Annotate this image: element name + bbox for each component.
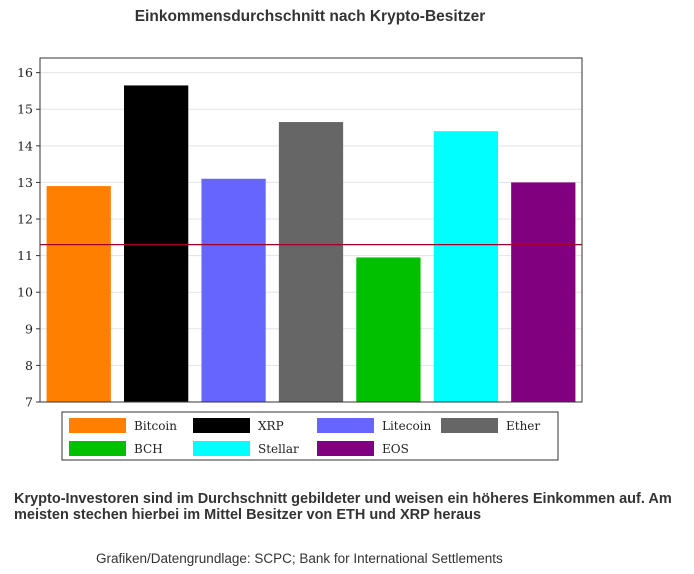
bar-eos: [511, 182, 576, 402]
legend-swatch-stellar: [193, 441, 250, 456]
data-source: Grafiken/Datengrundlage: SCPC; Bank for …: [96, 551, 503, 566]
bar-chart: 7 8 9 10 11 12 13 14 15 16 Bitcoin XRP Litecoin Ether…: [17, 57, 583, 461]
y-tick-label: 14: [17, 138, 33, 153]
y-tick-label: 13: [17, 175, 33, 190]
y-tick-label: 15: [17, 102, 33, 117]
legend-label-ether: Ether: [506, 419, 540, 433]
bar-bitcoin: [46, 186, 111, 402]
bar-stellar: [433, 131, 498, 402]
y-tick-label: 10: [17, 285, 33, 300]
bar-ether: [278, 122, 344, 403]
legend-label-bch: BCH: [134, 442, 163, 456]
legend-label-eos: EOS: [382, 442, 409, 456]
bar-bch: [356, 257, 421, 402]
y-tick-label: 11: [17, 248, 33, 263]
y-tick-label: 7: [25, 395, 33, 410]
legend-label-litecoin: Litecoin: [382, 419, 432, 433]
legend-swatch-bch: [69, 441, 126, 456]
legend-label-stellar: Stellar: [258, 442, 299, 456]
legend-swatch-xrp: [193, 418, 250, 433]
legend-swatch-litecoin: [317, 418, 374, 433]
legend-label-xrp: XRP: [258, 419, 284, 433]
bar-litecoin: [201, 178, 266, 402]
legend-swatch-ether: [441, 418, 498, 433]
y-tick-label: 16: [17, 65, 33, 80]
legend-swatch-bitcoin: [69, 418, 126, 433]
y-tick-label: 12: [17, 212, 33, 227]
legend-label-bitcoin: Bitcoin: [134, 419, 177, 433]
chart-title: Einkommensdurchschnitt nach Krypto-Besit…: [134, 8, 486, 25]
chart-caption: Krypto-Investoren sind im Durchschnitt g…: [14, 491, 672, 523]
legend-swatch-eos: [317, 441, 374, 456]
plot-frame: [39, 57, 583, 403]
y-tick-label: 9: [25, 321, 33, 336]
bar-xrp: [124, 85, 189, 402]
y-tick-label: 8: [25, 358, 33, 373]
